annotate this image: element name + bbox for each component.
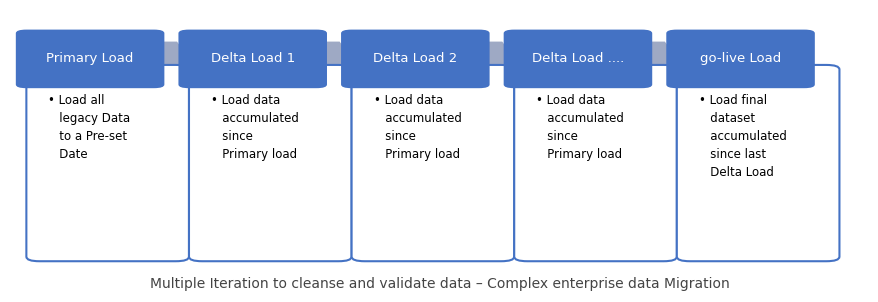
FancyBboxPatch shape: [666, 30, 814, 88]
Text: Delta Load 2: Delta Load 2: [373, 52, 457, 66]
Text: Multiple Iteration to cleanse and validate data – Complex enterprise data Migrat: Multiple Iteration to cleanse and valida…: [149, 277, 729, 291]
FancyBboxPatch shape: [514, 65, 676, 261]
Text: • Load final
   dataset
   accumulated
   since last
   Delta Load: • Load final dataset accumulated since l…: [698, 94, 786, 178]
Text: • Load all
   legacy Data
   to a Pre-set
   Date: • Load all legacy Data to a Pre-set Date: [48, 94, 130, 161]
FancyBboxPatch shape: [16, 30, 164, 88]
FancyBboxPatch shape: [503, 30, 651, 88]
Polygon shape: [312, 42, 350, 76]
Text: • Load data
   accumulated
   since
   Primary load: • Load data accumulated since Primary lo…: [536, 94, 623, 161]
Text: Delta Load 1: Delta Load 1: [211, 52, 294, 66]
Text: • Load data
   accumulated
   since
   Primary load: • Load data accumulated since Primary lo…: [373, 94, 461, 161]
Polygon shape: [149, 42, 188, 76]
FancyBboxPatch shape: [341, 30, 489, 88]
Polygon shape: [474, 42, 513, 76]
FancyBboxPatch shape: [178, 30, 327, 88]
Polygon shape: [637, 42, 675, 76]
Text: Delta Load ....: Delta Load ....: [531, 52, 623, 66]
FancyBboxPatch shape: [676, 65, 838, 261]
Text: • Load data
   accumulated
   since
   Primary load: • Load data accumulated since Primary lo…: [211, 94, 299, 161]
FancyBboxPatch shape: [351, 65, 514, 261]
Text: Primary Load: Primary Load: [47, 52, 133, 66]
FancyBboxPatch shape: [26, 65, 189, 261]
FancyBboxPatch shape: [189, 65, 351, 261]
Text: go-live Load: go-live Load: [699, 52, 781, 66]
